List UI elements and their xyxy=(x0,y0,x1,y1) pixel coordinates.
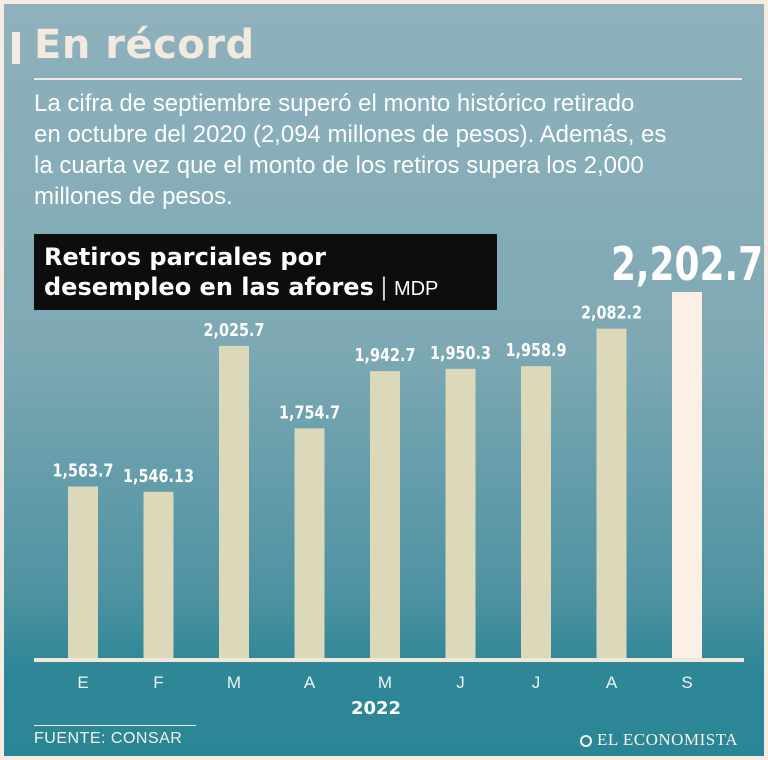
chart-title-box: Retiros parciales por desempleo en las a… xyxy=(34,234,497,310)
unit-separator: | xyxy=(379,273,388,301)
globe-logo-icon xyxy=(580,735,593,747)
bar xyxy=(219,345,249,658)
x-axis-baseline xyxy=(34,658,744,662)
page-title: En récord xyxy=(34,22,255,68)
x-tick-label: J xyxy=(532,673,541,692)
data-label: 1,563.7 xyxy=(53,460,114,481)
source-note: FUENTE: CONSAR xyxy=(34,730,183,747)
chart-unit: MDP xyxy=(393,278,439,300)
chart-title-line-2: desempleo en las afores | MDP xyxy=(44,272,487,304)
x-tick-label: M xyxy=(227,673,241,692)
x-tick-label: F xyxy=(153,673,163,692)
bar xyxy=(68,486,98,658)
data-label: 2,082.2 xyxy=(581,302,642,323)
data-label: 1,942.7 xyxy=(355,345,416,366)
brand-name: EL ECONOMISTA xyxy=(597,730,738,749)
chart-title-line-1: Retiros parciales por xyxy=(44,243,326,271)
bar xyxy=(521,366,551,658)
x-tick-label: E xyxy=(77,673,88,692)
intro-text: La cifra de septiembre superó el monto h… xyxy=(34,90,667,210)
bar xyxy=(445,368,476,658)
title-divider xyxy=(34,78,742,80)
data-label: 1,754.7 xyxy=(279,402,340,423)
title-accent-bar xyxy=(12,32,20,64)
x-tick-label: J xyxy=(456,673,465,692)
bar xyxy=(370,371,400,658)
bar-chart: 1,563.7 E 1,546.13 F 2,025.7 M 1,754.7 A 1,942.7… xyxy=(34,238,763,719)
data-label: 1,958.9 xyxy=(506,340,567,361)
bar xyxy=(143,491,174,658)
x-tick-label: S xyxy=(681,673,692,692)
brand-logo: EL ECONOMISTA xyxy=(580,730,738,750)
bar xyxy=(294,428,325,658)
data-label: 1,950.3 xyxy=(430,342,491,363)
x-tick-label: A xyxy=(606,673,618,692)
data-label: 1,546.13 xyxy=(123,465,194,486)
x-axis-label: 2022 xyxy=(351,698,401,719)
chart-title-line-2-text: desempleo en las afores xyxy=(44,273,374,301)
bar xyxy=(596,328,627,658)
x-tick-label: M xyxy=(378,673,392,692)
bar xyxy=(672,292,702,658)
source-divider xyxy=(34,725,196,726)
data-label: 2,025.7 xyxy=(204,319,265,340)
x-tick-label: A xyxy=(304,673,316,692)
data-label: 2,202.7 xyxy=(611,238,763,292)
